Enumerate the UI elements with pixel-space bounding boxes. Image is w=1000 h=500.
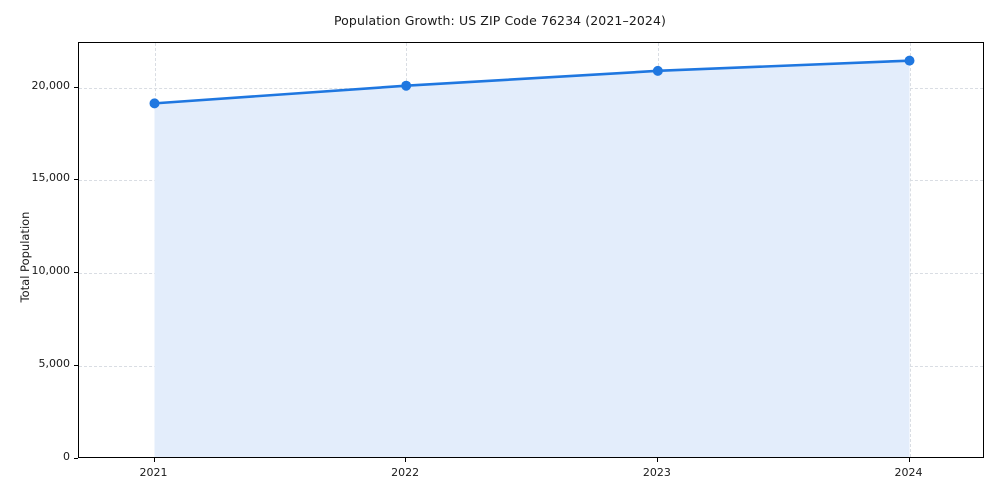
y-tick-label: 15,000 bbox=[31, 171, 71, 185]
x-tick-mark bbox=[153, 458, 155, 462]
series-plot bbox=[149, 55, 915, 457]
y-tick-label: 10,000 bbox=[31, 264, 71, 278]
y-tick-label: 5,000 bbox=[38, 357, 71, 371]
area-fill bbox=[154, 60, 910, 457]
y-tick-label: 20,000 bbox=[31, 78, 71, 92]
plot-area bbox=[78, 42, 984, 458]
y-tick-mark bbox=[74, 179, 78, 181]
x-tick-label: 2023 bbox=[642, 466, 671, 479]
y-tick-mark bbox=[74, 272, 78, 274]
series-line bbox=[153, 59, 911, 105]
data-point-marker bbox=[401, 80, 412, 91]
data-point-marker bbox=[904, 55, 915, 66]
x-tick-label: 2022 bbox=[391, 466, 420, 479]
y-tick-mark bbox=[74, 458, 78, 459]
x-tick-mark bbox=[908, 458, 910, 462]
data-point-marker bbox=[652, 65, 663, 76]
y-tick-mark bbox=[74, 365, 78, 367]
x-tick-mark bbox=[656, 458, 658, 462]
x-tick-label: 2024 bbox=[894, 466, 923, 479]
data-point-marker bbox=[149, 98, 160, 109]
y-tick-mark bbox=[74, 86, 78, 88]
x-tick-mark bbox=[405, 458, 407, 462]
y-axis-label: Total Population bbox=[18, 211, 32, 303]
chart-title: Population Growth: US ZIP Code 76234 (20… bbox=[333, 13, 667, 28]
y-tick-label: 0 bbox=[63, 450, 70, 463]
data-point-markers bbox=[149, 55, 915, 109]
x-tick-label: 2021 bbox=[139, 466, 168, 479]
